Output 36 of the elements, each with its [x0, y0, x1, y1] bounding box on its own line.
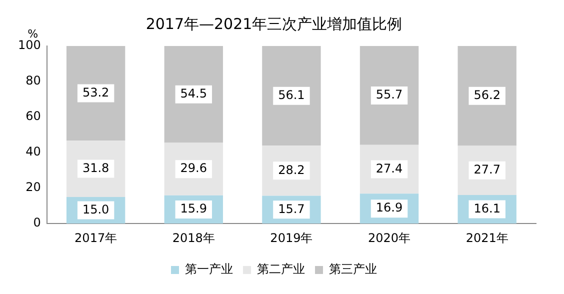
data-label: 16.1: [474, 201, 500, 216]
data-label: 15.7: [278, 202, 305, 216]
data-label: 55.7: [376, 88, 403, 102]
y-tick-label: 60: [26, 109, 41, 124]
bar: [164, 46, 223, 143]
x-tick-label: 2018年: [172, 230, 215, 245]
y-tick-label: 80: [26, 74, 41, 88]
data-label: 56.1: [278, 88, 305, 102]
legend-label: 第二产业: [257, 262, 305, 276]
x-tick-label: 2017年: [74, 230, 118, 245]
data-label: 54.5: [180, 86, 207, 101]
y-tick-label: 40: [26, 144, 41, 159]
legend-label: 第一产业: [185, 262, 233, 276]
x-tick-label: 2019年: [270, 230, 313, 245]
bar: [458, 46, 516, 146]
y-tick-label: 100: [18, 38, 41, 52]
x-tick-label: 2020年: [368, 230, 411, 245]
chart-title: 2017年—2021年三次产业增加值比例: [146, 14, 402, 33]
legend-label: 第三产业: [329, 262, 377, 276]
bar: [360, 46, 419, 145]
data-label: 53.2: [82, 85, 110, 100]
x-tick-label: 2021年: [466, 230, 508, 245]
bar: [262, 46, 321, 146]
y-tick-label: 20: [26, 180, 41, 194]
y-tick-label: 0: [33, 216, 41, 230]
data-label: 31.8: [82, 160, 110, 175]
data-label: 15.9: [180, 202, 207, 216]
y-axis-title: %: [28, 27, 38, 40]
data-label: 16.9: [376, 200, 403, 215]
data-label: 15.0: [82, 202, 110, 216]
data-label: 27.4: [376, 161, 403, 176]
data-label: 56.2: [474, 88, 500, 102]
data-label: 29.6: [180, 161, 207, 176]
data-label: 28.2: [278, 162, 305, 177]
bar: [66, 46, 126, 140]
data-label: 27.7: [474, 162, 500, 177]
